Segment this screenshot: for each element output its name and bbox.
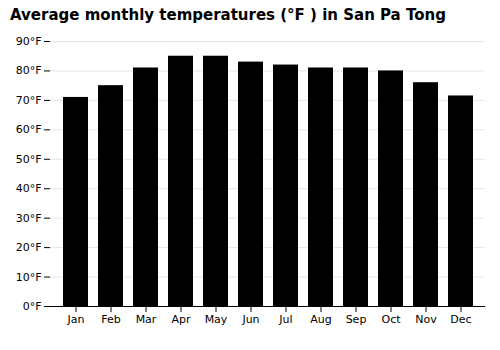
svg-text:Apr: Apr [171,313,191,326]
svg-text:20°F: 20°F [16,241,42,254]
svg-text:40°F: 40°F [16,182,42,195]
svg-text:70°F: 70°F [16,94,42,107]
svg-text:50°F: 50°F [16,153,42,166]
svg-text:Feb: Feb [101,313,120,326]
svg-text:Jul: Jul [278,313,292,326]
svg-text:Sep: Sep [346,313,367,326]
svg-text:Dec: Dec [450,313,471,326]
svg-text:Jan: Jan [67,313,85,326]
svg-text:Oct: Oct [381,313,401,326]
svg-text:Nov: Nov [415,313,437,326]
svg-text:May: May [205,313,228,326]
svg-text:60°F: 60°F [16,123,42,136]
svg-text:Aug: Aug [310,313,331,326]
svg-text:0°F: 0°F [23,300,42,313]
html-text:Average monthly temperatures (: Average monthly temperatures (°F ) in Sa… [10,6,446,24]
svg-text:80°F: 80°F [16,64,42,77]
svg-text:Mar: Mar [136,313,157,326]
svg-text:Jun: Jun [241,313,259,326]
svg-text:30°F: 30°F [16,212,42,225]
svg-text:90°F: 90°F [16,35,42,48]
svg-text:10°F: 10°F [16,271,42,284]
